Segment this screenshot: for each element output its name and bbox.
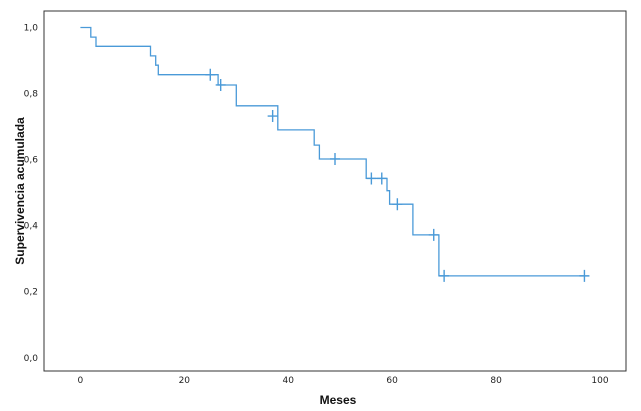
- y-tick-label: 0,6: [24, 156, 39, 166]
- censor-mark: [392, 198, 403, 211]
- censor-mark: [428, 228, 439, 241]
- y-tick-label: 0,4: [24, 222, 39, 232]
- censor-mark: [376, 172, 387, 185]
- censor-mark: [215, 78, 226, 91]
- x-axis-title: Meses: [320, 393, 357, 407]
- censor-mark: [439, 269, 450, 282]
- censor-mark: [205, 68, 216, 81]
- survival-curve: [80, 26, 585, 277]
- x-tick-label: 40: [283, 376, 295, 386]
- censor-mark: [366, 172, 377, 185]
- y-axis-title: Supervivencia acumulada: [13, 117, 27, 265]
- x-tick-label: 80: [490, 376, 502, 386]
- plot-series: [80, 26, 590, 282]
- censor-mark: [330, 152, 340, 165]
- x-axis: 0 20 40 60 80 100: [78, 376, 609, 386]
- x-tick-label: 100: [591, 376, 608, 386]
- y-tick-label: 0,8: [24, 90, 39, 100]
- x-tick-label: 0: [78, 376, 84, 386]
- x-tick-label: 20: [179, 376, 191, 386]
- y-tick-label: 0,0: [24, 354, 39, 364]
- y-tick-label: 1,0: [24, 24, 39, 34]
- y-tick-label: 0,2: [24, 288, 38, 298]
- y-axis: 0,0 0,2 0,4 0,6 0,8 1,0: [24, 24, 39, 364]
- plot-frame: [43, 10, 627, 372]
- censor-mark: [579, 269, 590, 282]
- censor-mark: [267, 110, 278, 123]
- x-tick-label: 60: [386, 376, 398, 386]
